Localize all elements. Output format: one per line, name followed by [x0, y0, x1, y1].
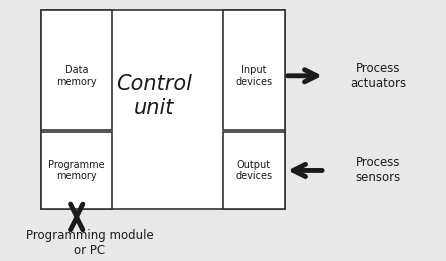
Bar	[223, 132, 285, 209]
Text: Control
unit: Control unit	[116, 74, 192, 118]
Text: Output
devices: Output devices	[235, 160, 273, 181]
Text: Programme
memory: Programme memory	[49, 160, 105, 181]
Text: Process
actuators: Process actuators	[350, 62, 406, 90]
Text: Data
memory: Data memory	[57, 65, 97, 87]
Text: Process
sensors: Process sensors	[355, 156, 401, 185]
Text: Programming module
or PC: Programming module or PC	[26, 229, 154, 257]
Bar	[41, 10, 112, 130]
Bar	[41, 132, 112, 209]
Bar	[41, 10, 285, 209]
Bar	[223, 10, 285, 130]
Text: Input
devices: Input devices	[235, 65, 273, 87]
